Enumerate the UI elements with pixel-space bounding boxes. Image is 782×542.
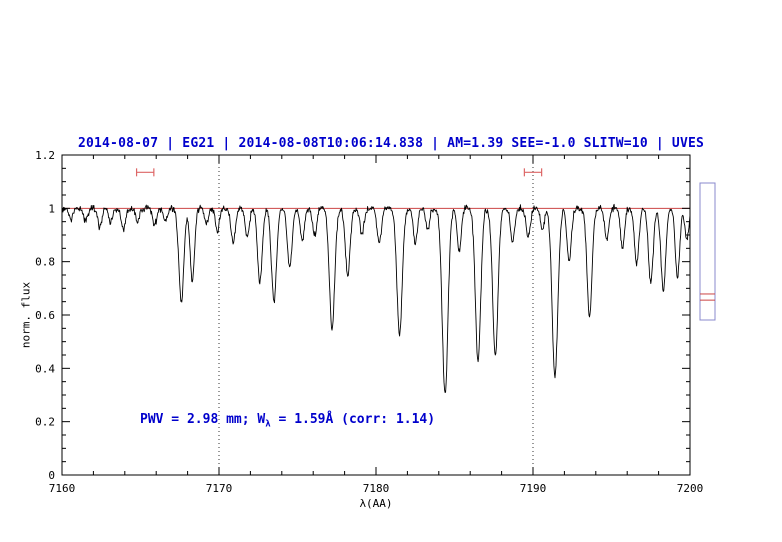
pwv-annotation: PWV = 2.98 mm; Wλ = 1.59Å (corr: 1.14)	[140, 412, 435, 430]
pwv-annotation-subscript: λ	[265, 419, 271, 430]
y-axis-label: norm. flux	[19, 281, 33, 349]
pwv-annotation-before: PWV = 2.98 mm; W	[140, 412, 266, 427]
y-tick-label: 0.6	[35, 309, 55, 322]
y-tick-label: 1	[48, 202, 55, 215]
range-marker	[523, 168, 543, 177]
x-tick-label: 7170	[206, 482, 233, 495]
pwv-annotation-after: = 1.59Å (corr: 1.14)	[270, 412, 436, 427]
y-tick-label: 1.2	[35, 149, 55, 162]
range-marker	[135, 168, 155, 177]
spectrum-line	[61, 203, 691, 393]
x-tick-label: 7190	[520, 482, 547, 495]
y-tick-label: 0.2	[35, 416, 55, 429]
x-axis-label: λ(AA)	[359, 497, 393, 510]
x-tick-label: 7180	[363, 482, 390, 495]
side-indicator-box	[699, 182, 716, 321]
y-tick-label: 0	[48, 469, 55, 482]
y-tick-label: 0.4	[35, 362, 55, 375]
x-tick-label: 7160	[49, 482, 76, 495]
plot-title: 2014-08-07 | EG21 | 2014-08-08T10:06:14.…	[77, 136, 705, 151]
x-tick-label: 7200	[677, 482, 704, 495]
y-tick-label: 0.8	[35, 256, 55, 269]
